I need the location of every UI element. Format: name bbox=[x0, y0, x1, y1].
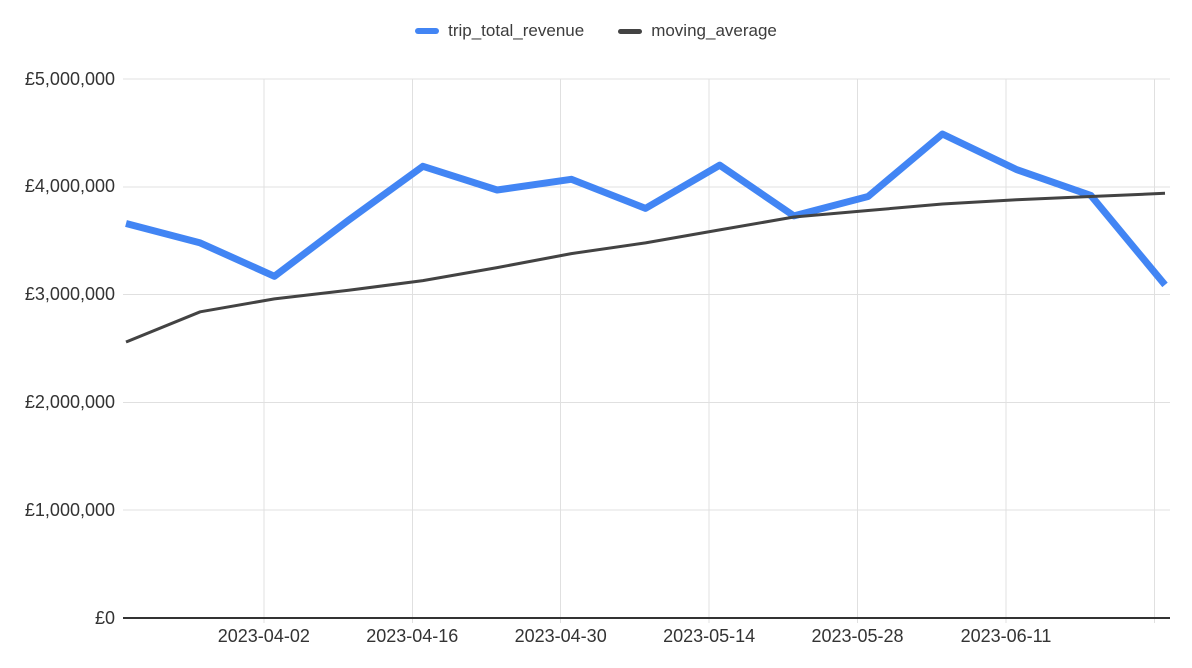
chart-legend: trip_total_revenue moving_average bbox=[0, 21, 1192, 41]
series-lines bbox=[125, 130, 1168, 344]
legend-item-moving-average[interactable]: moving_average bbox=[618, 21, 777, 41]
series-trip-total-revenue-line[interactable] bbox=[125, 130, 1168, 288]
trip-total-revenue-legend-label: trip_total_revenue bbox=[448, 21, 585, 40]
moving-average-swatch-icon bbox=[618, 28, 643, 34]
legend-item-trip-total-revenue[interactable]: trip_total_revenue bbox=[415, 21, 584, 41]
trip-total-revenue-swatch-icon bbox=[415, 28, 440, 34]
vertical-gridlines bbox=[263, 79, 1155, 623]
horizontal-gridlines bbox=[123, 78, 1170, 511]
series-moving-average-line[interactable] bbox=[125, 191, 1166, 344]
moving-average-legend-label: moving_average bbox=[651, 21, 777, 40]
